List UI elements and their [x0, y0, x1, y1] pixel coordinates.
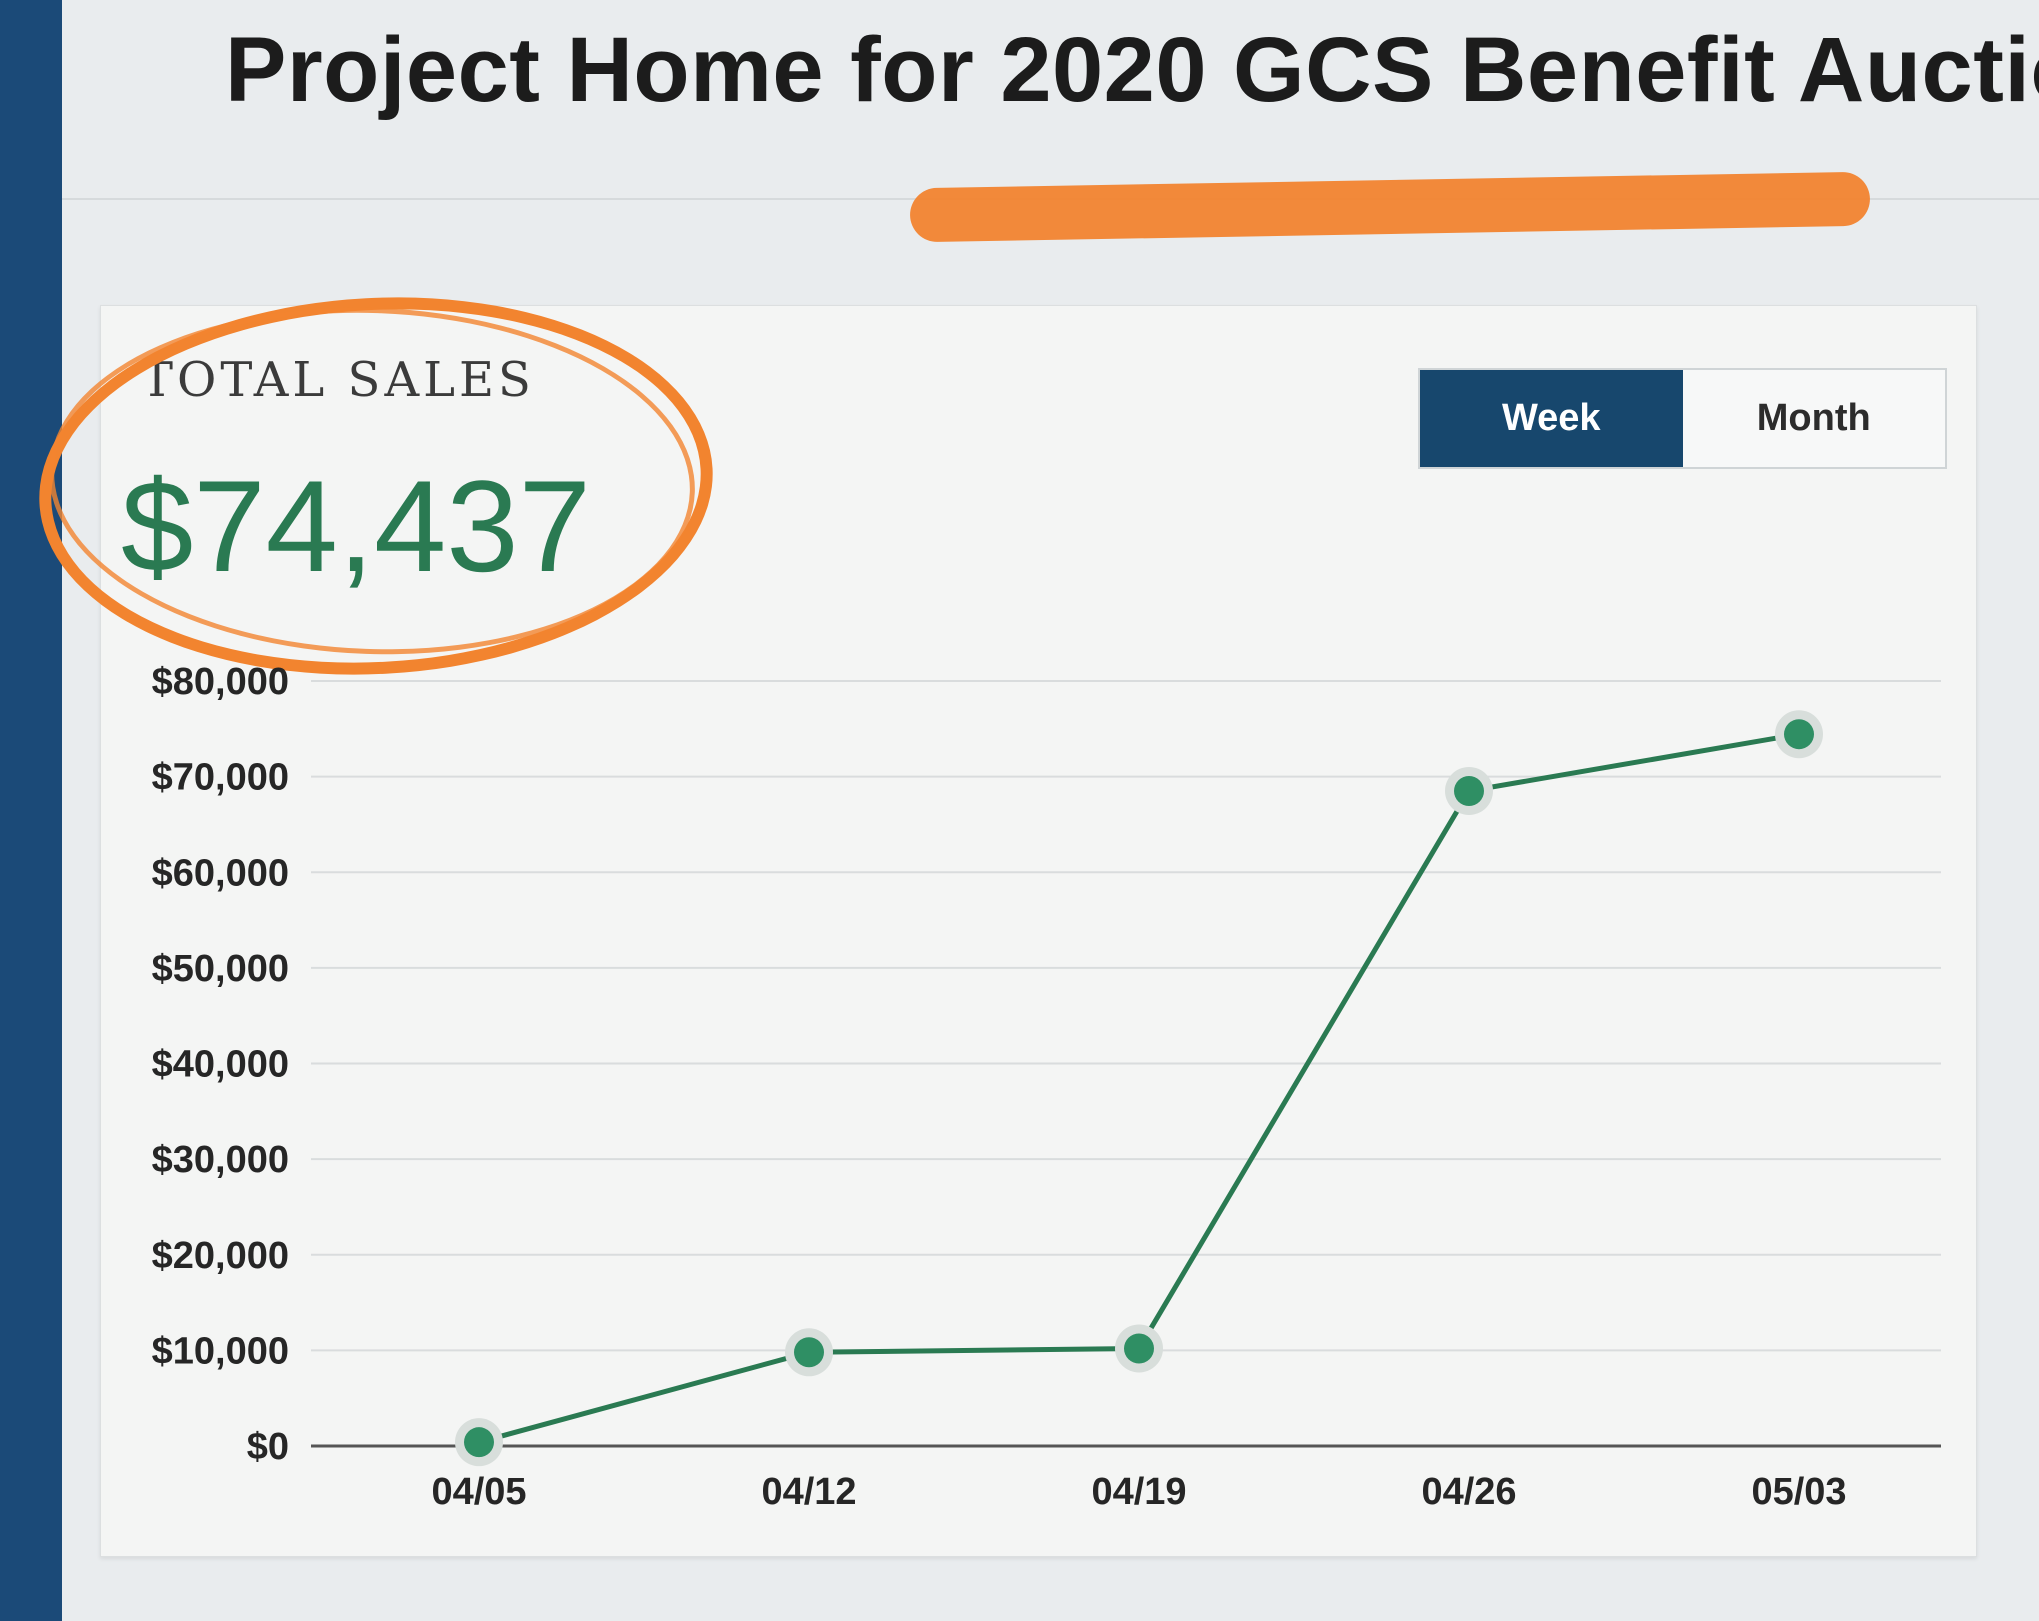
redaction-marker-stroke — [909, 171, 1871, 243]
y-axis-tick-labels: $0 $10,000 $20,000 $30,000 $40,000 $50,000 $60… — [152, 661, 289, 1468]
sales-line-chart: $0 $10,000 $20,000 $30,000 $40,000 $50,000 $60… — [152, 661, 1941, 1513]
data-point[interactable] — [464, 1427, 494, 1458]
y-tick-label: $80,000 — [152, 661, 289, 703]
total-sales-card: TOTAL SALES $74,437 Week Month $0 $10,000… — [29, 280, 1977, 1557]
x-tick-label: 04/26 — [1421, 1471, 1516, 1513]
y-tick-label: $50,000 — [152, 948, 289, 990]
left-sidebar-rail — [0, 0, 62, 1621]
x-tick-label: 04/05 — [431, 1471, 526, 1513]
grid-lines — [311, 680, 1941, 1448]
total-sales-label: TOTAL SALES — [141, 352, 535, 408]
page-title: Project Home for 2020 GCS Benefit Auctio… — [225, 19, 2039, 121]
y-tick-label: $30,000 — [152, 1139, 289, 1181]
y-tick-label: $0 — [247, 1426, 289, 1468]
month-button[interactable]: Month — [1756, 397, 1871, 439]
week-button[interactable]: Week — [1420, 370, 1683, 467]
total-sales-value: $74,437 — [121, 453, 591, 599]
data-point[interactable] — [1784, 719, 1814, 750]
data-point[interactable] — [1124, 1333, 1154, 1364]
y-tick-label: $40,000 — [152, 1044, 289, 1086]
data-point[interactable] — [794, 1337, 824, 1368]
period-toggle: Week Month — [1418, 368, 1947, 469]
x-tick-label: 05/03 — [1751, 1471, 1846, 1513]
y-tick-label: $20,000 — [152, 1235, 289, 1277]
x-tick-label: 04/12 — [761, 1471, 856, 1513]
y-tick-label: $60,000 — [152, 852, 289, 894]
x-tick-label: 04/19 — [1091, 1471, 1186, 1513]
y-tick-label: $70,000 — [152, 757, 289, 799]
data-point[interactable] — [1454, 775, 1484, 806]
x-axis-tick-labels: 04/05 04/12 04/19 04/26 05/03 — [431, 1471, 1846, 1513]
sales-series-points — [455, 710, 1823, 1467]
y-tick-label: $10,000 — [152, 1330, 289, 1372]
